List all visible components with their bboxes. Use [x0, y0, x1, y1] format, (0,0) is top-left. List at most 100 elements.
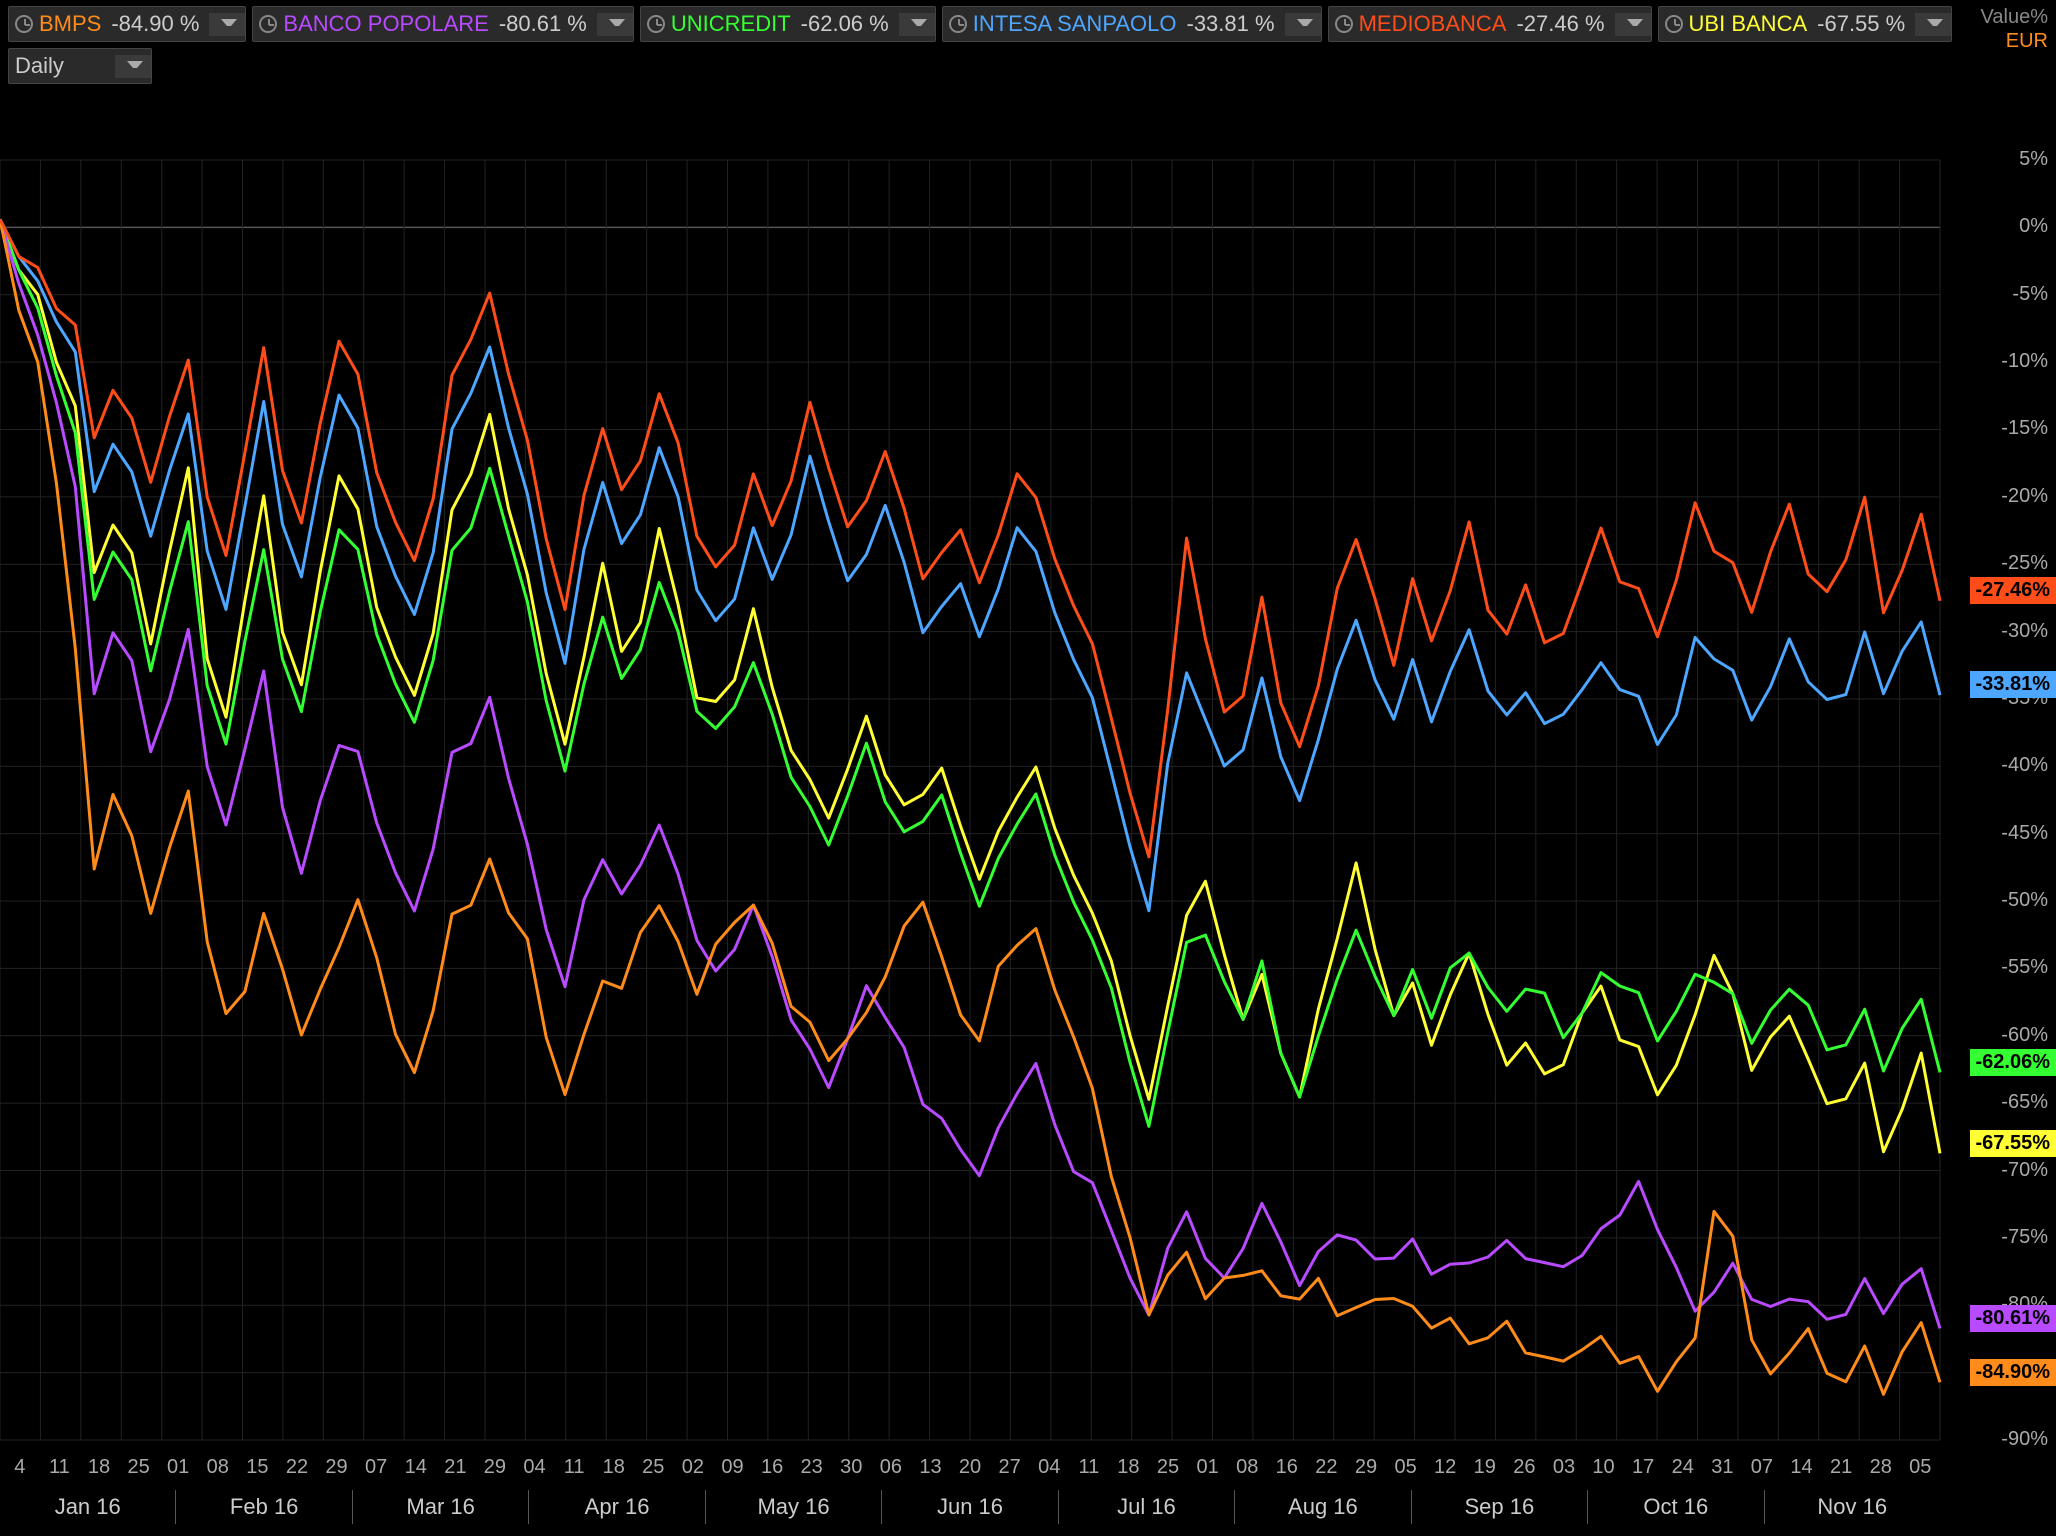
ticker-pct: -67.55 %	[1817, 11, 1905, 37]
legend-toolbar: BMPS -84.90 % BANCO POPOLARE -80.61 % UNICRE…	[0, 0, 2056, 90]
clock-icon	[259, 15, 277, 33]
x-day-label: 31	[1703, 1456, 1743, 1479]
y-tick-label: -65%	[2001, 1091, 2048, 1114]
legend-pill-bmps[interactable]: BMPS -84.90 %	[8, 6, 246, 42]
y-tick-label: -60%	[2001, 1024, 2048, 1047]
x-day-label: 21	[1821, 1456, 1861, 1479]
x-day-label: 07	[1742, 1456, 1782, 1479]
chevron-down-icon[interactable]	[209, 13, 245, 36]
chevron-down-icon[interactable]	[1285, 13, 1321, 36]
x-day-label: 01	[1188, 1456, 1228, 1479]
x-day-label: 04	[1029, 1456, 1069, 1479]
y-tick-label: 0%	[2019, 215, 2048, 238]
x-day-label: 05	[1901, 1456, 1941, 1479]
x-day-label: 25	[119, 1456, 159, 1479]
ticker-pct: -62.06 %	[801, 11, 889, 37]
ticker-pct: -80.61 %	[499, 11, 587, 37]
x-day-label: 17	[1623, 1456, 1663, 1479]
legend-pill-banco-popolare[interactable]: BANCO POPOLARE -80.61 %	[252, 6, 633, 42]
x-day-label: 03	[1544, 1456, 1584, 1479]
y-tick-label: -5%	[2012, 283, 2048, 306]
x-day-label: 28	[1861, 1456, 1901, 1479]
x-day-label: 16	[752, 1456, 792, 1479]
x-day-label: 18	[79, 1456, 119, 1479]
x-day-label: 29	[1346, 1456, 1386, 1479]
x-axis-months: Jan 16Feb 16Mar 16Apr 16May 16Jun 16Jul …	[0, 1490, 1940, 1524]
y-tick-label: -40%	[2001, 754, 2048, 777]
x-day-label: 16	[1267, 1456, 1307, 1479]
clock-icon	[15, 15, 33, 33]
end-label-banco-popolare: -80.61%	[1970, 1305, 2056, 1332]
clock-icon	[1335, 15, 1353, 33]
chevron-down-icon[interactable]	[1615, 13, 1651, 36]
x-day-label: 05	[1386, 1456, 1426, 1479]
chevron-down-icon[interactable]	[115, 55, 151, 78]
x-day-label: 18	[594, 1456, 634, 1479]
y-tick-label: -20%	[2001, 485, 2048, 508]
x-day-label: 18	[1109, 1456, 1149, 1479]
y-tick-label: -70%	[2001, 1159, 2048, 1182]
end-label-unicredit: -62.06%	[1970, 1049, 2056, 1076]
x-day-label: 01	[158, 1456, 198, 1479]
ticker-name: INTESA SANPAOLO	[973, 11, 1177, 37]
x-day-label: 11	[1069, 1456, 1109, 1479]
x-day-label: 19	[1465, 1456, 1505, 1479]
chevron-down-icon[interactable]	[899, 13, 935, 36]
x-day-label: 13	[911, 1456, 951, 1479]
x-month-label: Apr 16	[528, 1490, 704, 1524]
x-day-label: 30	[831, 1456, 871, 1479]
x-month-label: Sep 16	[1411, 1490, 1587, 1524]
end-label-bmps: -84.90%	[1970, 1359, 2056, 1386]
x-day-label: 02	[673, 1456, 713, 1479]
x-month-label: Mar 16	[352, 1490, 528, 1524]
x-day-label: 14	[1782, 1456, 1822, 1479]
x-axis: 4111825010815222907142129041118250209162…	[0, 1446, 1940, 1536]
x-day-label: 08	[198, 1456, 238, 1479]
x-day-label: 06	[871, 1456, 911, 1479]
interval-label: Daily	[15, 53, 105, 79]
legend-pill-intesa-sanpaolo[interactable]: INTESA SANPAOLO -33.81 %	[942, 6, 1322, 42]
ticker-pct: -84.90 %	[111, 11, 199, 37]
x-month-label: Feb 16	[175, 1490, 351, 1524]
x-month-label: Oct 16	[1587, 1490, 1763, 1524]
end-label-mediobanca: -27.46%	[1970, 577, 2056, 604]
x-day-label: 11	[40, 1456, 80, 1479]
x-day-label: 24	[1663, 1456, 1703, 1479]
x-day-label: 14	[396, 1456, 436, 1479]
legend-pill-mediobanca[interactable]: MEDIOBANCA-27.46 %	[1328, 6, 1652, 42]
chevron-down-icon[interactable]	[597, 13, 633, 36]
x-day-label: 26	[1505, 1456, 1545, 1479]
y-tick-label: -50%	[2001, 889, 2048, 912]
x-day-label: 23	[792, 1456, 832, 1479]
x-day-label: 27	[990, 1456, 1030, 1479]
x-day-label: 08	[1227, 1456, 1267, 1479]
clock-icon	[647, 15, 665, 33]
ticker-name: BANCO POPOLARE	[283, 11, 488, 37]
ticker-pct: -33.81 %	[1187, 11, 1275, 37]
x-day-label: 25	[1148, 1456, 1188, 1479]
x-day-label: 15	[238, 1456, 278, 1479]
x-month-label: Jul 16	[1058, 1490, 1234, 1524]
x-day-label: 22	[1307, 1456, 1347, 1479]
y-tick-label: -15%	[2001, 417, 2048, 440]
interval-select[interactable]: Daily	[8, 48, 152, 84]
y-tick-label: -10%	[2001, 350, 2048, 373]
x-day-label: 09	[713, 1456, 753, 1479]
clock-icon	[1665, 15, 1683, 33]
x-month-label: May 16	[705, 1490, 881, 1524]
x-day-label: 21	[436, 1456, 476, 1479]
x-day-label: 12	[1425, 1456, 1465, 1479]
chevron-down-icon[interactable]	[1915, 13, 1951, 36]
clock-icon	[949, 15, 967, 33]
legend-pill-unicredit[interactable]: UNICREDIT-62.06 %	[640, 6, 936, 42]
y-tick-label: -25%	[2001, 552, 2048, 575]
legend-pill-ubi-banca[interactable]: UBI BANCA-67.55 %	[1658, 6, 1953, 42]
x-day-label: 4	[0, 1456, 40, 1479]
ticker-name: BMPS	[39, 11, 101, 37]
x-day-label: 29	[475, 1456, 515, 1479]
ticker-name: MEDIOBANCA	[1359, 11, 1507, 37]
x-day-label: 04	[515, 1456, 555, 1479]
x-month-label: Jan 16	[0, 1490, 175, 1524]
x-day-label: 11	[554, 1456, 594, 1479]
x-day-label: 07	[356, 1456, 396, 1479]
